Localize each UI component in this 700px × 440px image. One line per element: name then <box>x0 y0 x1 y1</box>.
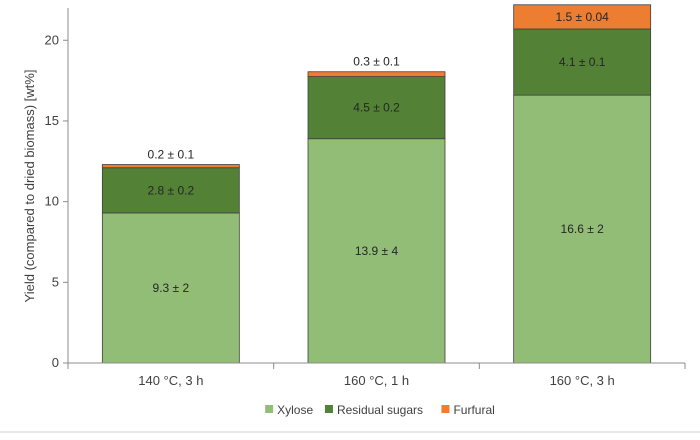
data-label-residual-sugars-3: 4.1 ± 0.1 <box>559 55 606 69</box>
legend-item-residual-sugars: Residual sugars <box>324 403 423 417</box>
x-tick-label: 160 °C, 1 h <box>344 373 409 388</box>
data-label-furfural-1: 0.2 ± 0.1 <box>148 148 195 162</box>
data-label-xylose-3: 16.6 ± 2 <box>561 222 605 236</box>
x-tick-label: 140 °C, 3 h <box>138 373 203 388</box>
y-axis-title: Yield (compared to dried biomass) [wt%] <box>22 70 37 303</box>
bar-residual-sugars-2 <box>307 76 446 140</box>
y-tick-label: 5 <box>52 274 59 289</box>
bar-furfural-3 <box>513 4 652 30</box>
legend-label-residual-sugars: Residual sugars <box>337 403 423 417</box>
data-label-residual-sugars-2: 4.5 ± 0.2 <box>353 101 400 115</box>
bar-furfural-2 <box>307 71 446 77</box>
labels-layer: 9.3 ± 2 2.8 ± 0.2 0.2 ± 0.1 13.9 ± 4 4.5 ± 0… <box>148 10 610 295</box>
legend-swatch-furfural <box>441 405 450 413</box>
bars-layer <box>101 4 652 364</box>
legend-item-xylose: Xylose <box>265 403 313 417</box>
bar-furfural-1 <box>101 164 240 169</box>
bar-xylose-2 <box>307 138 446 364</box>
y-tick-label: 0 <box>52 355 59 370</box>
y-tick-label: 15 <box>45 113 59 128</box>
legend-item-furfural: Furfural <box>441 403 495 417</box>
data-label-furfural-3: 1.5 ± 0.04 <box>556 10 610 24</box>
legend-swatch-residual-sugars <box>324 405 333 413</box>
legend-label-furfural: Furfural <box>453 403 494 417</box>
data-label-xylose-2: 13.9 ± 4 <box>355 244 399 258</box>
data-label-xylose-1: 9.3 ± 2 <box>153 281 190 295</box>
bar-residual-sugars-1 <box>101 167 240 214</box>
x-tick-label: 160 °C, 3 h <box>550 373 615 388</box>
bar-xylose-1 <box>101 212 240 364</box>
y-tick-label: 20 <box>45 32 59 47</box>
legend: Xylose Residual sugars Furfural <box>265 403 495 417</box>
legend-label-xylose: Xylose <box>277 403 313 417</box>
data-label-furfural-2: 0.3 ± 0.1 <box>353 55 400 69</box>
axes-layer: 0 5 10 15 20 140 °C, 3 h 160 °C, 1 h 160 °C, 3 … <box>45 8 686 388</box>
data-label-residual-sugars-1: 2.8 ± 0.2 <box>148 183 195 197</box>
y-tick-label: 10 <box>45 194 59 209</box>
legend-swatch-xylose <box>265 405 274 413</box>
